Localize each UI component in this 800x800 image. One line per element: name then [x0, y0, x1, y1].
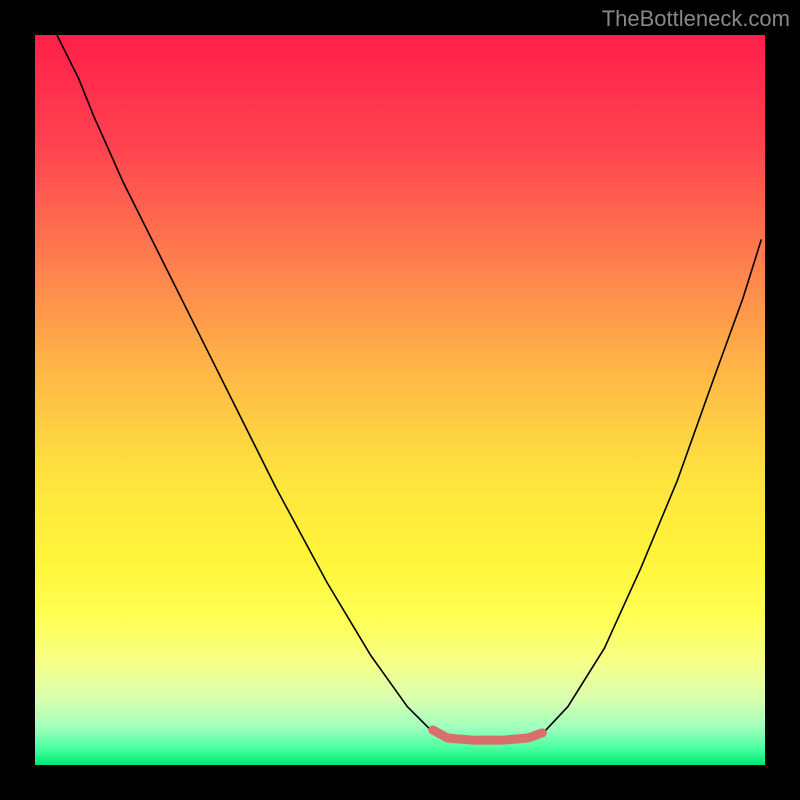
- bottleneck-chart: [35, 35, 765, 765]
- chart-svg: [35, 35, 765, 765]
- attribution-text: TheBottleneck.com: [602, 6, 790, 32]
- chart-background: [35, 35, 765, 765]
